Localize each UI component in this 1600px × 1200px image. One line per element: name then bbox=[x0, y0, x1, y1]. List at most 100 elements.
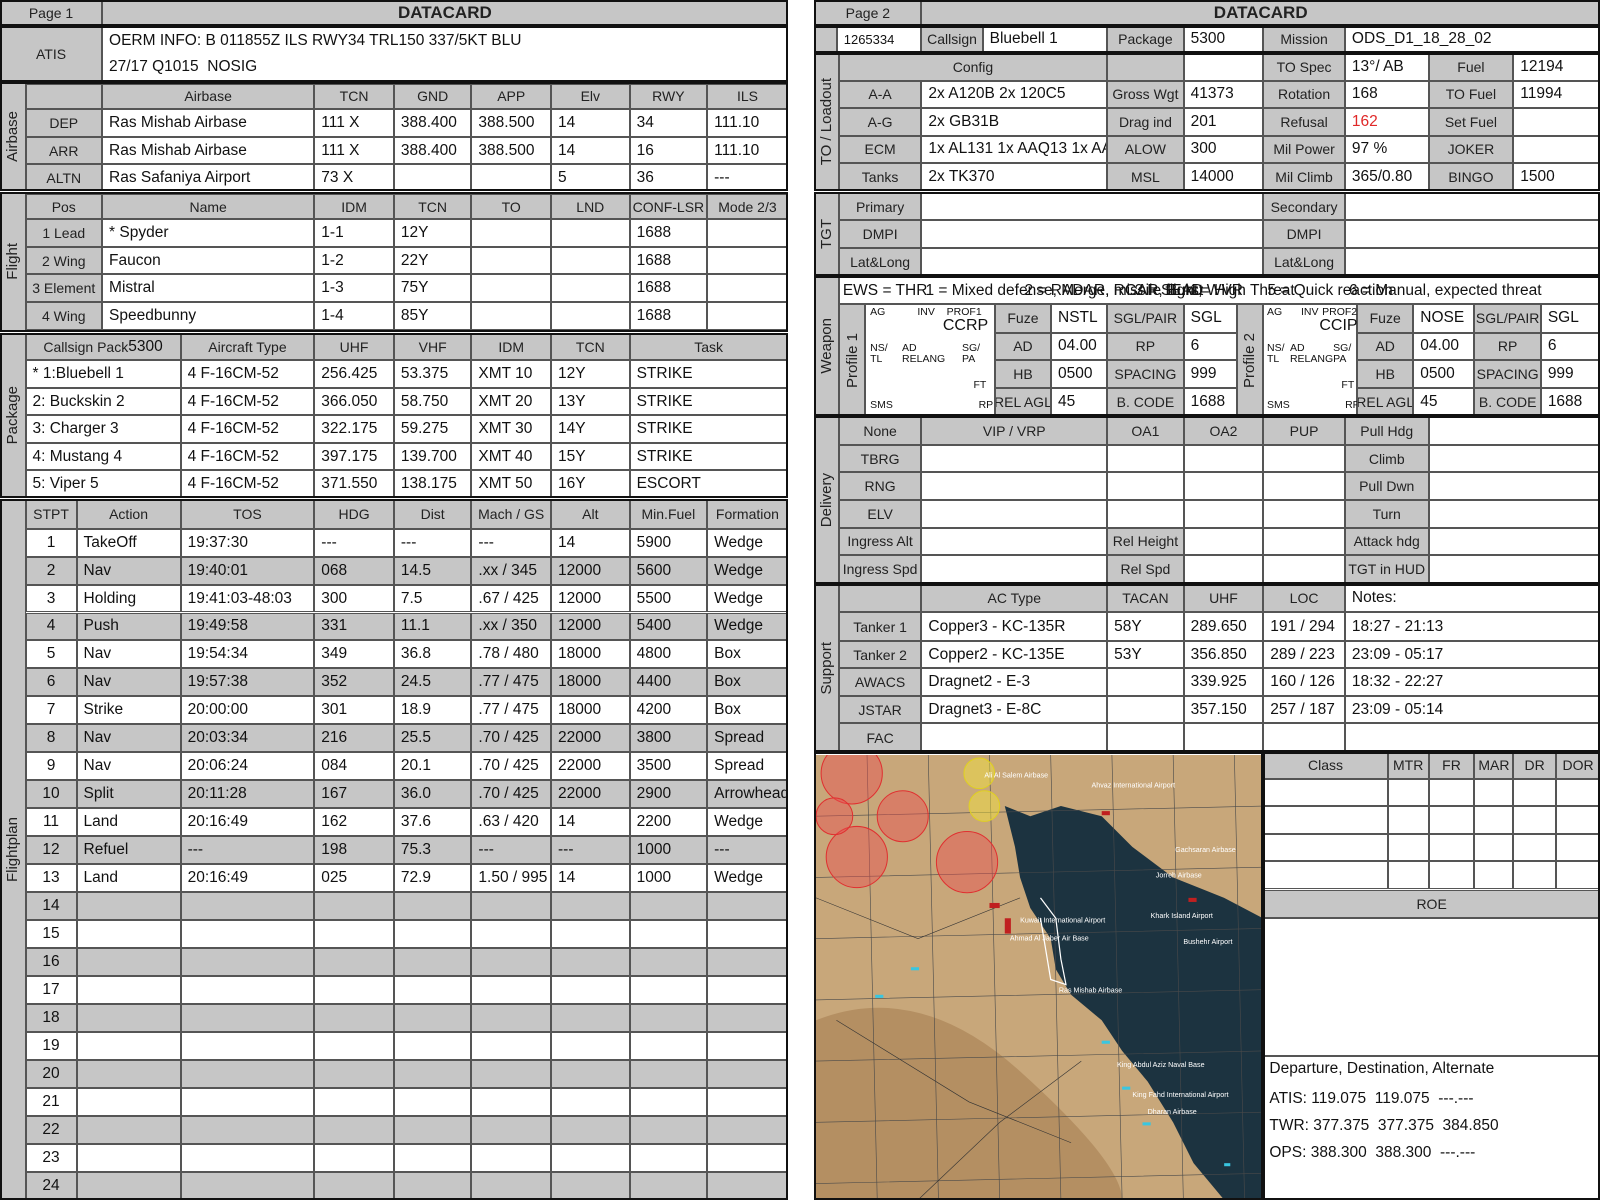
section-label-text: TGT bbox=[818, 218, 836, 249]
table-cell bbox=[471, 1116, 551, 1145]
map: Ahvaz International Airport Ali Al Salem … bbox=[816, 755, 1264, 1200]
cell-text: Callsign Pack bbox=[43, 338, 129, 355]
cell-text: Speedbunny bbox=[109, 306, 197, 324]
cell-text: Nav bbox=[83, 729, 112, 747]
cell-text: 20:03:34 bbox=[187, 729, 248, 747]
table-cell: 53Y bbox=[1107, 640, 1184, 669]
table-cell: Pull Hdg bbox=[1344, 416, 1429, 445]
table-cell: Box bbox=[707, 640, 788, 669]
cell-text: Mistral bbox=[109, 279, 155, 297]
map-label: Ahmad Al Jaber Air Base bbox=[1010, 935, 1089, 943]
cell-text: 6 bbox=[46, 673, 56, 691]
table-cell: XMT 40 bbox=[471, 442, 551, 471]
table-cell: 191 / 294 bbox=[1263, 612, 1345, 641]
map-shape bbox=[826, 826, 889, 889]
table-cell bbox=[1428, 500, 1600, 528]
cell-text: 21 bbox=[42, 1093, 60, 1111]
table-cell bbox=[393, 1088, 472, 1117]
cell-text: 0500 bbox=[1420, 364, 1455, 382]
table-cell bbox=[1263, 861, 1388, 889]
table-cell: 04.00 bbox=[1051, 332, 1108, 361]
cell-text: Wedge bbox=[714, 617, 763, 635]
cell-text: 6 bbox=[1547, 337, 1557, 355]
table-cell: DATACARD bbox=[921, 0, 1600, 26]
table-cell bbox=[180, 1032, 315, 1061]
table-cell: OERM INFO: B 011855Z ILS RWY34 TRL150 33… bbox=[102, 25, 788, 82]
table-cell: 1x AL131 1x AAQ13 1x AAQ33 bbox=[921, 135, 1108, 164]
table-cell: 25.5 bbox=[393, 724, 472, 753]
cell-text: Nav bbox=[83, 757, 112, 775]
cell-text: 23:09 - 05:14 bbox=[1351, 700, 1444, 718]
section-label: Airbase bbox=[0, 81, 26, 191]
cell-text: Elv bbox=[580, 88, 601, 105]
table-cell bbox=[707, 302, 788, 330]
table-cell bbox=[921, 723, 1108, 753]
table-cell: 289 / 223 bbox=[1263, 640, 1345, 669]
cell-text: Rel Spd bbox=[1120, 561, 1171, 578]
cell-text: 34 bbox=[636, 113, 654, 131]
cell-text: 162 bbox=[321, 813, 348, 831]
cell-text: Spread bbox=[714, 757, 765, 775]
table-cell: 8 bbox=[25, 724, 77, 753]
cell-text: Dist bbox=[420, 506, 445, 523]
table-cell: 11 bbox=[25, 808, 77, 837]
table-cell bbox=[1387, 806, 1429, 834]
ews-text: EWS = THR bbox=[842, 281, 928, 299]
cell-text: Tanker 2 bbox=[853, 646, 907, 663]
cell-text: A-G bbox=[867, 113, 893, 130]
cell-text: XMT 50 bbox=[478, 475, 533, 493]
cell-text: STPT bbox=[33, 506, 69, 523]
cell-text: Push bbox=[83, 617, 119, 635]
table-cell bbox=[393, 1144, 472, 1173]
table-cell: --- bbox=[180, 836, 315, 865]
table-cell bbox=[76, 976, 181, 1005]
table-cell: 12000 bbox=[551, 556, 630, 585]
cell-text: 37.6 bbox=[400, 813, 432, 831]
table-cell: 20.1 bbox=[393, 752, 472, 781]
cell-text: SPACING bbox=[1114, 365, 1177, 382]
cell-text: Land bbox=[83, 869, 118, 887]
table-cell: .70 / 425 bbox=[471, 780, 551, 809]
cell-text: 20:06:24 bbox=[187, 757, 248, 775]
table-cell: 111 X bbox=[314, 136, 394, 165]
cell-text: Faucon bbox=[109, 251, 161, 269]
table-cell bbox=[76, 1172, 181, 1200]
cell-text: RWY bbox=[652, 88, 685, 105]
table-cell: Wedge bbox=[707, 612, 788, 641]
table-cell: TakeOff bbox=[76, 528, 181, 557]
cell-text: SPACING bbox=[1476, 365, 1539, 382]
cell-text: 068 bbox=[321, 561, 348, 579]
cell-text: AC Type bbox=[987, 589, 1041, 606]
table-cell: --- bbox=[471, 528, 551, 557]
table-cell bbox=[1107, 53, 1184, 81]
table-cell: 5400 bbox=[629, 612, 708, 641]
cell-text: 5900 bbox=[636, 533, 672, 551]
cell-text: 7.5 bbox=[400, 589, 423, 607]
table-cell: 36 bbox=[629, 164, 708, 191]
table-cell: * Spyder bbox=[102, 219, 315, 247]
table-cell: 1-3 bbox=[314, 274, 394, 303]
cell-text: RP bbox=[1497, 338, 1518, 355]
table-cell: 15Y bbox=[551, 442, 630, 471]
table-cell: 5900 bbox=[629, 528, 708, 557]
table-cell bbox=[707, 1004, 788, 1033]
table-cell: 85Y bbox=[393, 302, 472, 330]
table-cell: 2x A120B 2x 120C5 bbox=[921, 80, 1108, 109]
table-cell: 20:16:49 bbox=[180, 864, 315, 893]
map-label: Bushehr Airport bbox=[1184, 938, 1233, 946]
table-cell: SGL bbox=[1183, 304, 1237, 333]
table-cell bbox=[25, 83, 103, 110]
cell-text: 59.275 bbox=[400, 420, 449, 438]
table-cell: 198 bbox=[314, 836, 394, 865]
cell-text: DMPI bbox=[862, 226, 898, 243]
cell-text: --- bbox=[187, 841, 204, 859]
table-cell: 6 bbox=[1540, 332, 1600, 361]
table-cell: * 1:Bluebell 1 bbox=[25, 360, 181, 388]
cell-text: Mach / GS bbox=[478, 506, 545, 523]
cell-text: RP bbox=[1135, 338, 1156, 355]
table-cell: 068 bbox=[314, 556, 394, 585]
table-cell: Fuel bbox=[1428, 53, 1514, 81]
cell-text: 1688 bbox=[1547, 393, 1583, 411]
cell-text: 14Y bbox=[558, 420, 586, 438]
table-cell: Spread bbox=[707, 752, 788, 781]
